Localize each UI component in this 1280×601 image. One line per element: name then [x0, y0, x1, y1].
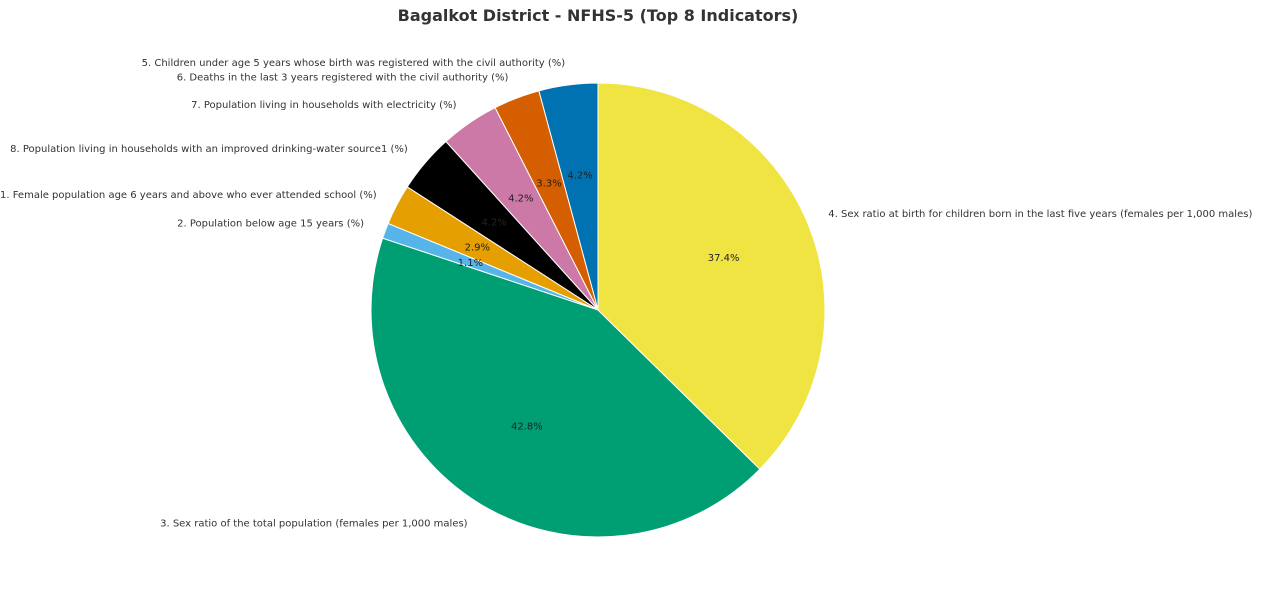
slice-labels: 5. Children under age 5 years whose birt… — [0, 58, 1252, 530]
chart-title: Bagalkot District - NFHS-5 (Top 8 Indica… — [398, 6, 799, 25]
pct-label-7: 42.8% — [511, 422, 543, 433]
slice-label-7: 3. Sex ratio of the total population (fe… — [160, 519, 468, 530]
slice-label-1: 5. Children under age 5 years whose birt… — [142, 58, 566, 69]
pie-slice-8 — [597, 82, 826, 470]
percentage-labels: 4.2%3.3%4.2%4.2%2.9%1.1%42.8%37.4% — [458, 171, 740, 433]
pct-label-1: 4.2% — [567, 171, 592, 182]
pie-slice-7 — [370, 237, 761, 538]
slice-label-4: 8. Population living in households with … — [10, 144, 408, 155]
pct-label-4: 4.2% — [481, 217, 506, 228]
slice-label-5: 1. Female population age 6 years and abo… — [0, 190, 377, 201]
slice-label-3: 7. Population living in households with … — [191, 100, 456, 111]
slice-label-8: 4. Sex ratio at birth for children born … — [828, 209, 1252, 220]
slice-label-2: 6. Deaths in the last 3 years registered… — [177, 72, 509, 83]
pct-label-6: 1.1% — [458, 258, 483, 269]
pie-slices — [370, 82, 826, 538]
pct-label-5: 2.9% — [465, 242, 490, 253]
pct-label-2: 3.3% — [536, 178, 561, 189]
pct-label-3: 4.2% — [508, 193, 533, 204]
slice-label-6: 2. Population below age 15 years (%) — [177, 218, 364, 229]
pct-label-8: 37.4% — [708, 253, 740, 264]
